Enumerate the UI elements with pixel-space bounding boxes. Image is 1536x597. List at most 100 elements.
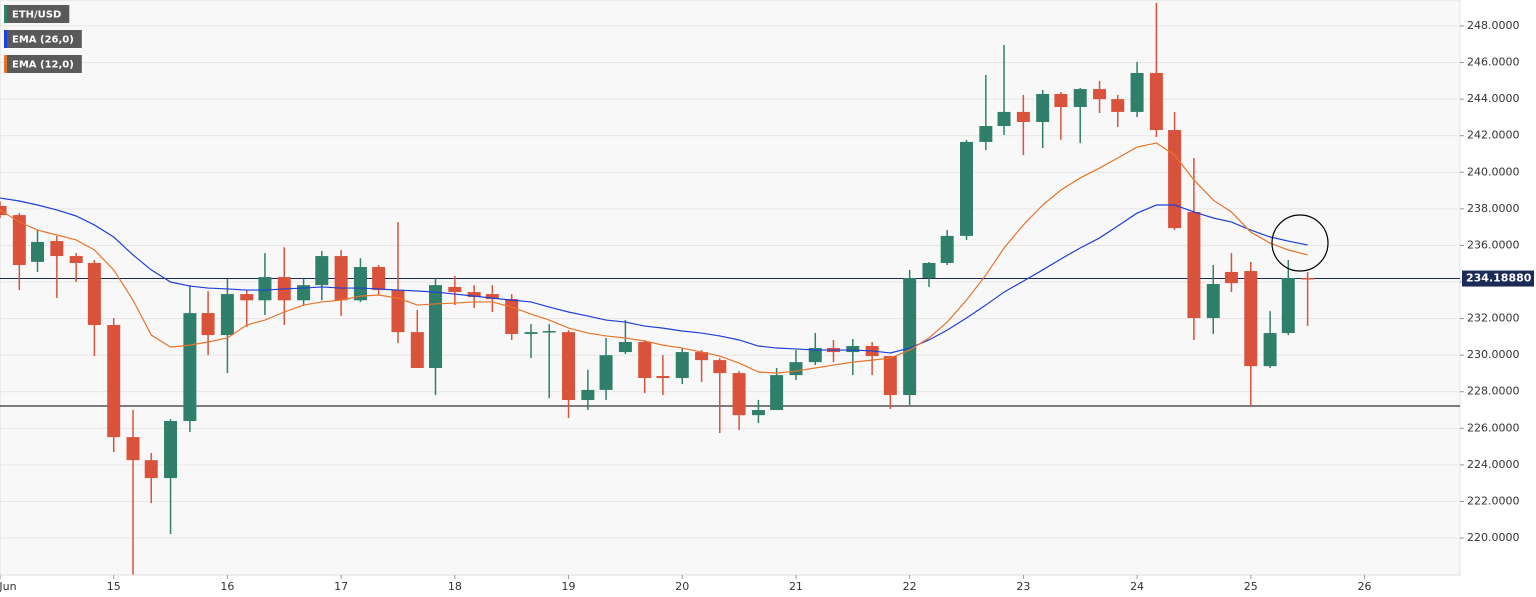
candle-body xyxy=(334,256,348,301)
candle-body xyxy=(1073,89,1087,107)
ema-line xyxy=(0,142,1308,374)
axes: 220.0000 222.0000 224.0000 226.0000 228.0000… xyxy=(0,19,1534,593)
y-tick-label: 224.0000 xyxy=(1467,458,1520,471)
plot-area xyxy=(0,0,1461,576)
candle-body xyxy=(846,346,860,353)
candle-body xyxy=(562,332,576,400)
candle-body xyxy=(1111,99,1125,112)
candle-body xyxy=(1301,277,1315,280)
candle-body xyxy=(997,111,1011,127)
candle-body xyxy=(315,256,329,286)
candle-body xyxy=(695,352,709,361)
legend-box xyxy=(4,55,82,73)
candle-body xyxy=(240,294,254,301)
candle-body xyxy=(50,241,64,257)
candle-body xyxy=(940,235,954,263)
legend-label: EMA (12,0) xyxy=(12,60,74,71)
legend-box xyxy=(4,30,82,48)
price-label: 234.18880 xyxy=(1466,272,1532,285)
x-tick-label: 23 xyxy=(1016,580,1030,593)
price-label-box xyxy=(1462,270,1534,287)
candle-body xyxy=(808,348,822,363)
highlight-circle xyxy=(1271,214,1329,272)
candle-body xyxy=(126,437,140,461)
candle-body xyxy=(220,294,234,336)
candle-body xyxy=(1149,72,1163,131)
candle-body xyxy=(656,376,670,379)
legend-label: EMA (26,0) xyxy=(12,35,74,46)
candle-body xyxy=(524,332,538,334)
candle-body xyxy=(713,360,727,374)
candle-body xyxy=(258,277,272,301)
candle-body xyxy=(960,141,974,236)
x-tick-label: 15 xyxy=(107,580,121,593)
candle-body xyxy=(31,241,45,262)
candle-body xyxy=(903,277,917,396)
x-tick-label: 25 xyxy=(1244,580,1258,593)
x-tick-label: 17 xyxy=(334,580,348,593)
candle-body xyxy=(428,285,442,368)
y-tick-label: 240.0000 xyxy=(1467,165,1520,178)
candle-body xyxy=(883,356,897,396)
x-tick-label: 18 xyxy=(448,580,462,593)
candle-body xyxy=(12,215,26,266)
candle-body xyxy=(922,262,936,278)
legend-swatch xyxy=(4,30,7,48)
candle-body xyxy=(1036,94,1050,122)
candle-body xyxy=(410,332,424,368)
candle-body xyxy=(1281,277,1295,334)
candle-body xyxy=(599,355,613,390)
candle-body xyxy=(979,126,993,142)
y-tick-label: 246.0000 xyxy=(1467,56,1520,69)
y-tick-label: 230.0000 xyxy=(1467,348,1520,361)
candle-body xyxy=(183,313,197,422)
candle-body xyxy=(144,460,158,479)
candle-body xyxy=(732,373,746,416)
candle-body xyxy=(0,205,7,216)
candle-body xyxy=(467,292,481,298)
candle-body xyxy=(1244,271,1258,367)
plot xyxy=(0,2,1460,575)
candle-body xyxy=(1263,333,1277,367)
y-tick-label: 232.0000 xyxy=(1467,312,1520,325)
candle-body xyxy=(542,331,556,333)
x-tick-label: 19 xyxy=(562,580,576,593)
y-tick-label: 242.0000 xyxy=(1467,129,1520,142)
y-tick-label: 220.0000 xyxy=(1467,531,1520,544)
candle-body xyxy=(1093,89,1107,100)
candle-body xyxy=(391,290,405,333)
grid xyxy=(0,25,1460,539)
candle-body xyxy=(751,410,765,416)
y-tick-label: 238.0000 xyxy=(1467,202,1520,215)
candle-body xyxy=(1187,211,1201,319)
candle-body xyxy=(297,285,311,301)
candle-body xyxy=(1206,284,1220,319)
candle-body xyxy=(1224,271,1238,284)
candle-body xyxy=(448,286,462,293)
candle-body xyxy=(69,256,83,263)
x-tick-label: 20 xyxy=(675,580,689,593)
x-tick-label: Jun xyxy=(0,580,17,593)
y-tick-label: 244.0000 xyxy=(1467,92,1520,105)
candle-body xyxy=(1130,72,1144,112)
candle-body xyxy=(1168,130,1182,229)
x-tick-label: 16 xyxy=(220,580,234,593)
y-tick-label: 248.0000 xyxy=(1467,19,1520,32)
candle-body xyxy=(675,352,689,379)
legend-box xyxy=(4,5,70,23)
candle-body xyxy=(372,267,386,291)
x-tick-label: 21 xyxy=(789,580,803,593)
candle-body xyxy=(485,294,499,300)
legend: ETH/USD EMA (26,0) EMA (12,0) xyxy=(4,5,82,73)
legend-swatch xyxy=(4,5,7,23)
candle-body xyxy=(770,375,784,411)
legend-label: ETH/USD xyxy=(12,10,61,21)
candle-body xyxy=(581,389,595,400)
x-tick-label: 24 xyxy=(1130,580,1144,593)
x-tick-label: 26 xyxy=(1357,580,1371,593)
candle-body xyxy=(1054,94,1068,107)
candle-body xyxy=(789,362,803,376)
x-tick-label: 22 xyxy=(903,580,917,593)
